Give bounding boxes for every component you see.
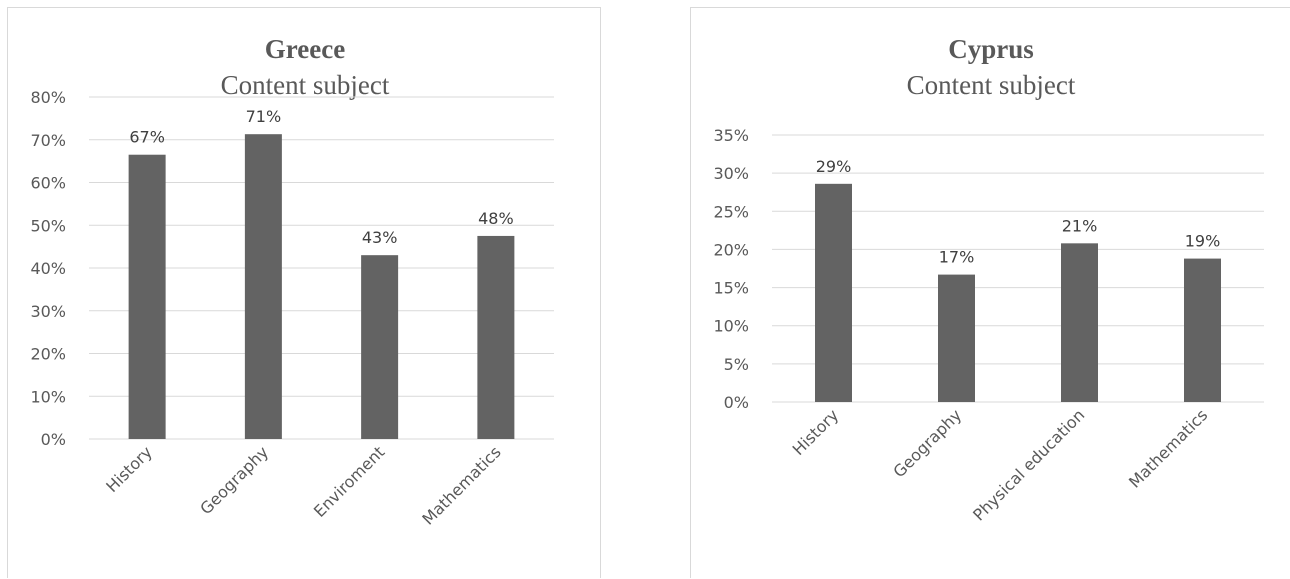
chart-subtitle: Content subject [221,70,390,100]
data-label: 71% [246,107,282,126]
chart-greece: Greece Content subject 0% 10% 20% 30% 40% 50% 60… [7,7,601,578]
data-label: 21% [1062,216,1098,235]
x-category-label: History [102,442,156,496]
bar-history [815,183,852,402]
y-tick-label: 10% [713,317,749,336]
chart-cyprus: Cyprus Content subject 0% 5% 10% 15% 20% 25% 30%… [690,7,1290,578]
y-tick-label: 70% [30,131,66,150]
chart-title: Greece [265,34,345,64]
data-label: 19% [1185,232,1221,251]
y-tick-label: 40% [30,259,66,278]
data-label: 17% [939,248,975,267]
y-tick-label: 5% [724,355,749,374]
y-tick-label: 50% [30,216,66,235]
data-label: 48% [478,209,514,228]
bar-history [128,154,166,439]
y-tick-label: 80% [30,88,66,107]
chart-greece-svg: Greece Content subject 0% 10% 20% 30% 40% 50% 60… [30,34,554,529]
bar-physical-education [1061,243,1098,402]
bar-enviroment [361,255,399,439]
x-category-label: Geography [196,442,272,518]
x-category-label: Enviroment [310,442,389,521]
y-tick-label: 30% [30,302,66,321]
data-label: 43% [362,228,398,247]
y-tick-label: 25% [713,202,749,221]
y-tick-label: 30% [713,164,749,183]
chart-title: Cyprus [948,34,1034,64]
chart-subtitle: Content subject [907,70,1076,100]
x-category-label: Physical education [969,405,1088,524]
bar-mathematics [477,235,515,439]
bar-geography [938,274,975,402]
x-category-label: Mathematics [1125,405,1211,491]
bar-mathematics [1184,258,1221,402]
y-tick-label: 0% [41,430,66,449]
chart-cyprus-svg: Cyprus Content subject 0% 5% 10% 15% 20% 25% 30%… [713,34,1264,525]
x-category-label: History [789,405,843,459]
y-tick-label: 15% [713,279,749,298]
y-tick-label: 0% [724,393,749,412]
y-tick-label: 20% [30,345,66,364]
data-label: 67% [129,128,165,147]
y-tick-label: 60% [30,174,66,193]
x-category-label: Mathematics [418,442,504,528]
y-tick-label: 35% [713,126,749,145]
y-tick-label: 20% [713,240,749,259]
bar-geography [244,134,282,439]
y-tick-label: 10% [30,387,66,406]
x-category-label: Geography [889,405,965,481]
data-label: 29% [816,157,852,176]
